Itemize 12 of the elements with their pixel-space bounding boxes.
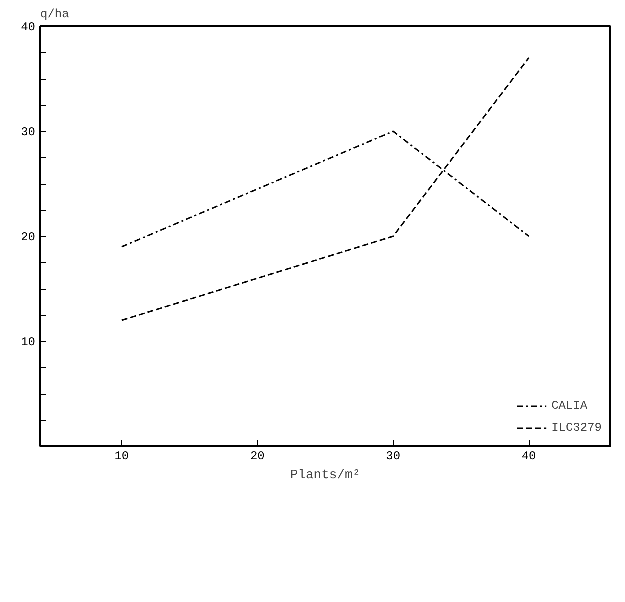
x-tick-label: 10 xyxy=(114,450,130,464)
y-tick-label: 20 xyxy=(21,230,36,244)
x-tick-label: 20 xyxy=(250,450,265,464)
legend-label: CALIA xyxy=(552,399,588,413)
x-axis-title: Plants/m² xyxy=(290,468,361,482)
x-tick-label: 30 xyxy=(386,450,401,464)
legend-label: ILC3279 xyxy=(552,421,602,435)
y-axis-title: q/ha xyxy=(40,8,70,22)
y-tick-label: 10 xyxy=(21,336,36,350)
y-tick-label: 40 xyxy=(21,20,36,34)
y-tick-label: 30 xyxy=(21,126,36,140)
x-tick-label: 40 xyxy=(522,450,536,464)
